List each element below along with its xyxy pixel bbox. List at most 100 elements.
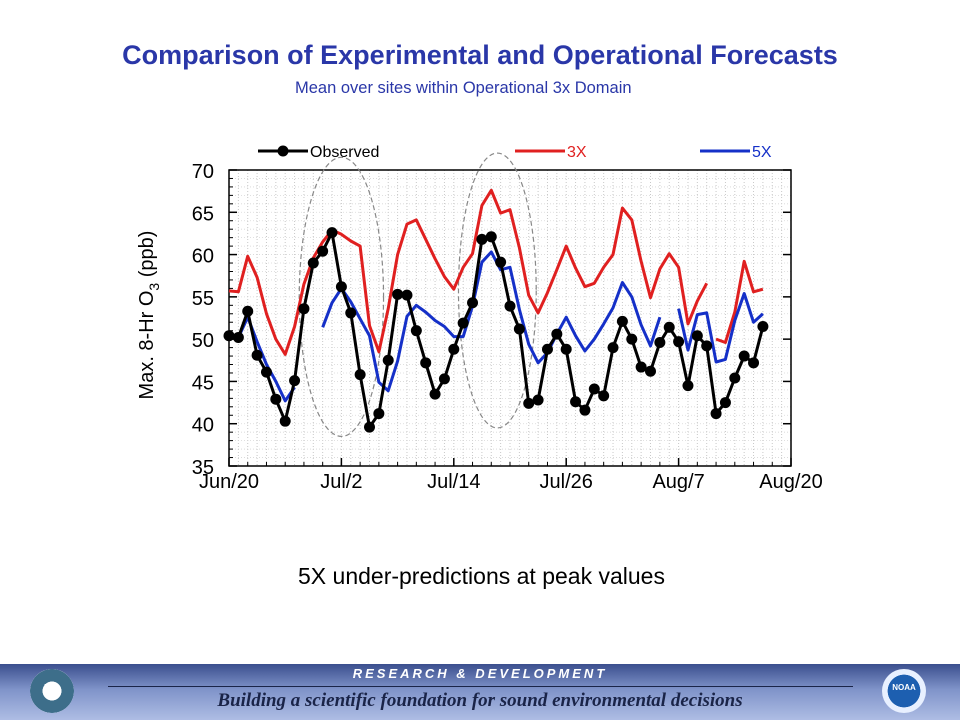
series-line-3x — [228, 188, 709, 356]
data-point-observed — [710, 408, 722, 420]
data-point-observed — [317, 245, 329, 257]
peak-ellipse-annotation — [457, 152, 537, 429]
data-point-observed — [420, 357, 432, 369]
noaa-logo-icon: NOAA — [882, 669, 926, 713]
data-point-observed — [251, 349, 263, 361]
data-point-observed — [438, 373, 450, 385]
data-point-observed — [364, 421, 375, 433]
y-tick-label: 50 — [192, 330, 214, 352]
data-point-observed — [298, 303, 310, 315]
data-point-observed — [392, 288, 404, 300]
footer-banner: EPA RESEARCH & DEVELOPMENT Building a sc… — [0, 664, 960, 720]
page-subtitle: Mean over sites within Operational 3x Do… — [295, 79, 632, 97]
data-point-observed — [532, 394, 544, 406]
data-point-observed — [335, 281, 347, 293]
noaa-logo-text: NOAA — [892, 683, 916, 692]
data-point-observed — [748, 357, 760, 369]
data-point-observed — [382, 354, 394, 366]
data-point-observed — [579, 404, 591, 416]
y-tick-label: 55 — [192, 288, 214, 310]
slide-caption: 5X under-predictions at peak values — [298, 563, 665, 589]
data-point-observed — [673, 336, 685, 348]
data-point-observed — [448, 343, 460, 355]
legend-label-3x: 3X — [567, 144, 587, 161]
chart-series — [223, 188, 769, 433]
legend-label-observed: Observed — [310, 144, 379, 161]
data-point-observed — [682, 380, 694, 392]
data-point-observed — [616, 315, 628, 327]
y-tick-label: 45 — [192, 372, 214, 394]
legend-label-5x: 5X — [752, 144, 772, 161]
x-tick-label: Aug/7 — [652, 471, 704, 493]
y-tick-label: 35 — [192, 457, 214, 479]
series-line-5x — [677, 292, 764, 364]
data-point-observed — [410, 325, 422, 337]
x-tick-label: Jul/26 — [540, 471, 593, 493]
page-title: Comparison of Experimental and Operation… — [122, 40, 838, 70]
epa-logo-text: EPA — [44, 683, 60, 692]
y-axis-label: Max. 8-Hr O3 (ppb) — [136, 231, 162, 400]
footer-divider — [108, 686, 853, 687]
data-point-observed — [654, 337, 666, 349]
data-point-observed — [457, 317, 469, 329]
data-point-observed — [354, 369, 366, 381]
data-point-observed — [719, 397, 731, 409]
data-point-observed — [513, 323, 525, 335]
data-point-observed — [729, 372, 741, 384]
data-point-observed — [270, 393, 282, 405]
footer-heading: RESEARCH & DEVELOPMENT — [352, 666, 608, 681]
data-point-observed — [626, 333, 638, 345]
data-point-observed — [738, 350, 750, 362]
chart-legend: Observed 3X 5X — [258, 144, 772, 161]
data-point-observed — [279, 415, 291, 427]
peak-ellipse-annotation — [298, 156, 385, 438]
series-line-5x — [321, 250, 662, 393]
x-tick-label: Jun/20 — [199, 471, 259, 493]
data-point-observed — [467, 297, 479, 309]
data-point-observed — [307, 257, 319, 269]
data-point-observed — [495, 256, 507, 268]
x-tick-label: Jul/2 — [320, 471, 362, 493]
data-point-observed — [560, 343, 572, 355]
data-point-observed — [223, 330, 235, 342]
data-point-observed — [645, 365, 656, 377]
data-point-observed — [598, 390, 610, 402]
data-point-observed — [523, 397, 535, 409]
data-point-observed — [570, 396, 582, 408]
series-line-observed — [228, 231, 765, 429]
data-point-observed — [326, 227, 338, 239]
series-line-3x — [715, 259, 764, 344]
data-point-observed — [504, 300, 516, 312]
data-point-observed — [588, 383, 600, 395]
chart-axes: 35 40 45 50 55 60 65 70 Jun/20 Jul/2 Jul/14 Jul/26 A… — [192, 161, 823, 493]
x-tick-label: Aug/20 — [759, 471, 822, 493]
y-tick-label: 70 — [192, 161, 214, 183]
data-point-observed — [429, 388, 441, 400]
data-point-observed — [541, 343, 553, 355]
epa-seal-icon: EPA — [30, 669, 74, 713]
data-point-observed — [691, 330, 703, 342]
data-point-observed — [260, 366, 272, 378]
data-point-observed — [289, 375, 301, 387]
data-point-observed — [345, 307, 357, 319]
x-tick-label: Jul/14 — [427, 471, 480, 493]
data-point-observed — [701, 340, 713, 352]
chart-annotations — [298, 152, 537, 438]
data-point-observed — [607, 342, 619, 354]
data-point-observed — [242, 305, 254, 317]
data-point-observed — [373, 408, 385, 420]
data-point-observed — [663, 321, 675, 333]
data-point-observed — [401, 289, 413, 301]
ozone-line-chart: 35 40 45 50 55 60 65 70 Jun/20 Jul/2 Jul/14 Jul/26 A… — [136, 144, 823, 493]
y-tick-label: 65 — [192, 203, 214, 225]
footer-tagline: Building a scientific foundation for sou… — [217, 690, 743, 711]
y-tick-label: 40 — [192, 415, 214, 437]
legend-marker-observed — [277, 145, 289, 157]
data-point-observed — [757, 320, 769, 332]
y-tick-label: 60 — [192, 246, 214, 268]
data-point-observed — [232, 331, 244, 343]
data-point-observed — [476, 233, 488, 245]
data-point-observed — [635, 361, 647, 373]
data-point-observed — [551, 328, 563, 340]
data-point-observed — [485, 231, 497, 243]
